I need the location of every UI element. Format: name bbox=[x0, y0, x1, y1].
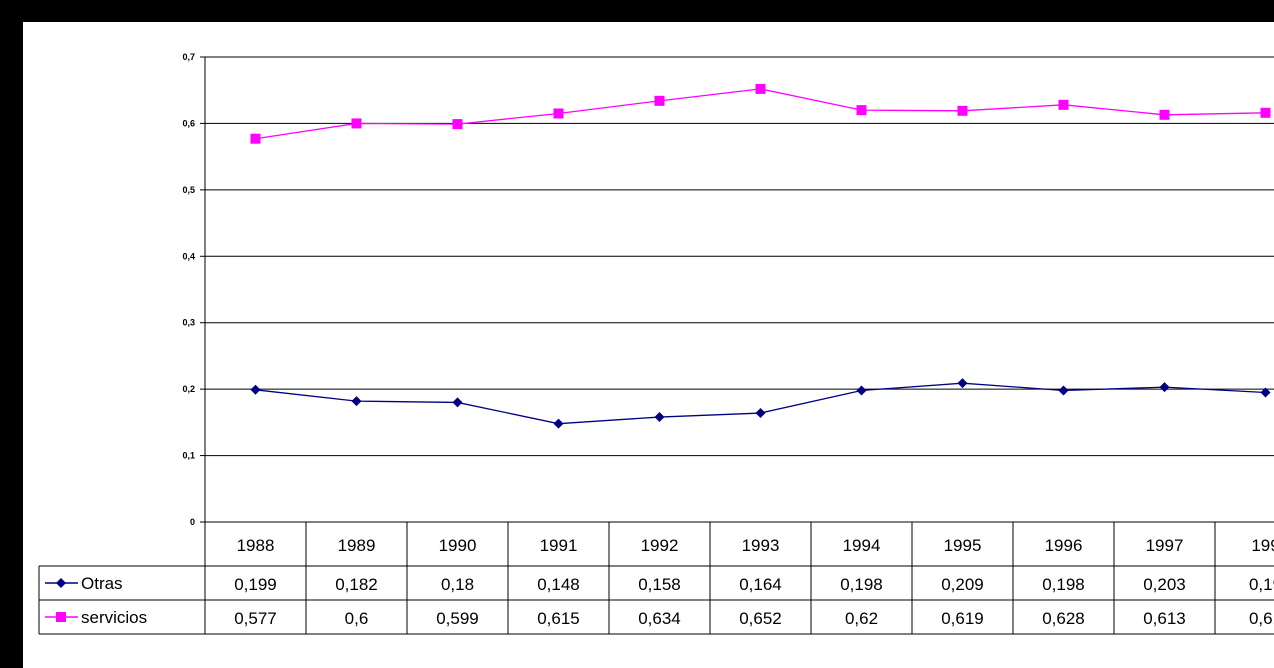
data-table-value: 0,19 bbox=[1249, 575, 1274, 594]
x-category-label: 1997 bbox=[1146, 536, 1184, 555]
data-table-value: 0,652 bbox=[739, 609, 782, 628]
legend-series-name: Otras bbox=[81, 574, 123, 593]
data-table-value: 0,199 bbox=[234, 575, 277, 594]
series-lines bbox=[250, 83, 1271, 429]
data-table-value: 0,6 bbox=[345, 609, 369, 628]
data-table: 1988 1989 1990 1991 1992 1993 1994 1995 1996 1997… bbox=[38, 521, 1274, 635]
legend-series-name: servicios bbox=[81, 608, 147, 627]
data-table-value: 0,634 bbox=[638, 609, 681, 628]
series-line-servicios bbox=[255, 88, 1266, 140]
data-point-marker bbox=[250, 384, 261, 395]
data-table-value: 0,18 bbox=[441, 575, 474, 594]
data-table-value: 0,61 bbox=[1249, 609, 1274, 628]
data-point-marker bbox=[957, 105, 968, 116]
data-table-value: 0,613 bbox=[1143, 609, 1186, 628]
data-table-value: 0,577 bbox=[234, 609, 277, 628]
line-chart: 00,10,20,30,40,50,60,7 1988 1989 1990 1991 1… bbox=[38, 52, 1274, 635]
x-category-label: 1988 bbox=[237, 536, 275, 555]
data-table-value: 0,628 bbox=[1042, 609, 1085, 628]
data-point-marker bbox=[553, 108, 564, 119]
x-category-label: 1989 bbox=[338, 536, 376, 555]
data-point-marker bbox=[250, 133, 261, 144]
x-category-label: 1990 bbox=[439, 536, 477, 555]
data-point-marker bbox=[957, 378, 968, 389]
x-category-label: 1991 bbox=[540, 536, 578, 555]
data-point-marker bbox=[1058, 99, 1069, 110]
data-point-marker bbox=[755, 408, 766, 419]
data-table-value: 0,62 bbox=[845, 609, 878, 628]
y-tick-label: 0,4 bbox=[182, 251, 195, 261]
data-point-marker bbox=[755, 83, 766, 94]
data-point-marker bbox=[452, 397, 463, 408]
data-table-value: 0,198 bbox=[840, 575, 883, 594]
data-point-marker bbox=[351, 118, 362, 129]
data-point-marker bbox=[1260, 387, 1271, 398]
legend-key-marker bbox=[56, 578, 66, 588]
y-tick-label: 0,7 bbox=[182, 52, 195, 62]
x-category-label: 1994 bbox=[843, 536, 881, 555]
y-tick-label: 0,6 bbox=[182, 118, 195, 128]
y-axis: 0 0,1 0,2 0,3 0,4 0,5 0,6 0,7 bbox=[182, 52, 206, 634]
data-table-value: 0,203 bbox=[1143, 575, 1186, 594]
x-category-label: 1996 bbox=[1045, 536, 1083, 555]
x-category-label: 1993 bbox=[742, 536, 780, 555]
data-table-value: 0,148 bbox=[537, 575, 580, 594]
data-table-value: 0,164 bbox=[739, 575, 782, 594]
x-category-label: 1992 bbox=[641, 536, 679, 555]
data-point-marker bbox=[1159, 382, 1170, 393]
data-point-marker bbox=[654, 412, 665, 423]
data-table-value: 0,615 bbox=[537, 609, 580, 628]
data-table-value: 0,198 bbox=[1042, 575, 1085, 594]
data-point-marker bbox=[1159, 109, 1170, 120]
data-point-marker bbox=[1058, 385, 1069, 396]
data-table-value: 0,209 bbox=[941, 575, 984, 594]
data-point-marker bbox=[351, 396, 362, 407]
data-point-marker bbox=[856, 385, 867, 396]
data-table-value: 0,599 bbox=[436, 609, 479, 628]
data-point-marker bbox=[452, 119, 463, 130]
data-point-marker bbox=[856, 105, 867, 116]
y-tick-label: 0,1 bbox=[182, 451, 195, 461]
data-table-value: 0,182 bbox=[335, 575, 378, 594]
legend-key-marker bbox=[56, 612, 66, 622]
x-category-label: 199 bbox=[1251, 536, 1274, 555]
gridlines bbox=[205, 56, 1274, 457]
data-point-marker bbox=[1260, 107, 1271, 118]
y-tick-label: 0 bbox=[190, 517, 195, 527]
data-point-marker bbox=[654, 95, 665, 106]
data-table-value: 0,619 bbox=[941, 609, 984, 628]
y-tick-label: 0,3 bbox=[182, 318, 195, 328]
x-category-label: 1995 bbox=[944, 536, 982, 555]
chart-frame: 0 0,1 0,2 0,3 0,4 0,5 0,6 0,7 1988 1989 1990 1991 1… bbox=[23, 22, 1274, 668]
y-tick-label: 0,5 bbox=[182, 185, 195, 195]
data-table-value: 0,158 bbox=[638, 575, 681, 594]
y-tick-label: 0,2 bbox=[182, 384, 195, 394]
data-point-marker bbox=[553, 418, 564, 429]
